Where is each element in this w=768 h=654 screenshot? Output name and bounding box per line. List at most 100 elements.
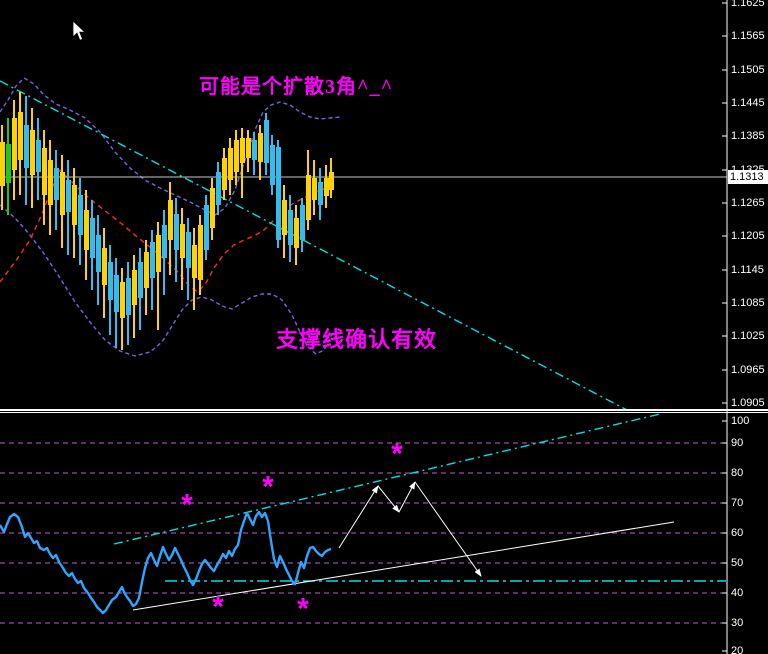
candle-body — [192, 245, 197, 278]
oscillator-axis-label: 70 — [731, 497, 744, 509]
candle-body — [329, 172, 334, 190]
candle-body — [18, 112, 23, 160]
candle-body — [30, 130, 35, 175]
candle-body — [276, 147, 281, 240]
candle-body — [90, 218, 95, 258]
white-support-line — [132, 521, 675, 611]
candle-body — [108, 262, 113, 300]
candle-body — [222, 158, 227, 190]
candle-body — [54, 168, 59, 200]
candle-body — [126, 278, 131, 315]
descending-trendline — [0, 80, 628, 411]
price-axis-label: 1.1385 — [731, 130, 765, 142]
candle-body — [306, 175, 311, 220]
asterisk-mark: * — [262, 470, 274, 504]
candle-body — [72, 185, 77, 225]
candle-body — [42, 148, 47, 195]
candle-body — [300, 205, 305, 240]
price-axis-label: 1.1085 — [731, 297, 765, 309]
bollinger-upper-band — [0, 77, 341, 216]
candle-body — [48, 160, 53, 205]
price-axis-label: 1.1025 — [731, 330, 765, 342]
projection-arrow — [414, 481, 482, 577]
candle-body — [120, 282, 125, 318]
asterisk-mark: * — [391, 437, 403, 471]
candle-body — [240, 138, 245, 163]
candle-body — [234, 140, 239, 172]
candle-body — [138, 262, 143, 298]
candle-body — [180, 224, 185, 258]
candle-body — [198, 225, 203, 280]
candle-body — [282, 200, 287, 235]
candle-body — [12, 118, 17, 170]
candle-body — [0, 142, 5, 186]
candle-body — [210, 188, 215, 228]
price-axis-label: 1.1565 — [731, 30, 765, 42]
asterisk-mark: * — [212, 590, 224, 624]
price-axis-label: 1.1505 — [731, 64, 765, 76]
annotation-support-confirmed: 支撑线确认有效 — [276, 327, 438, 352]
candle-body — [174, 214, 179, 250]
candle-body — [60, 172, 65, 215]
price-axis-label: 1.0965 — [731, 364, 765, 376]
oscillator-axis-label: 40 — [731, 587, 744, 599]
price-axis-label: 1.1265 — [731, 197, 765, 209]
ascending-trendline — [113, 413, 661, 545]
candle-body — [162, 225, 167, 258]
candle-body — [324, 178, 329, 196]
candle-body — [150, 242, 155, 278]
candle-wick — [157, 222, 159, 330]
candle-body — [66, 180, 71, 212]
oscillator-axis-label: 20 — [731, 645, 744, 654]
candle-body — [264, 120, 269, 163]
candle-body — [270, 145, 275, 185]
price-axis-label: 1.1145 — [731, 264, 764, 276]
panel-separator[interactable] — [0, 409, 768, 411]
oscillator-axis-label: 60 — [731, 527, 744, 539]
candle-body — [246, 138, 251, 158]
oscillator-axis-label: 90 — [731, 437, 744, 449]
panel-separator-lower — [0, 412, 768, 413]
candle-body — [96, 235, 101, 272]
candle-body — [36, 140, 41, 172]
candle-body — [204, 205, 209, 250]
asterisk-mark: * — [297, 592, 309, 626]
oscillator-axis-label: 50 — [731, 557, 744, 569]
candle-body — [144, 252, 149, 288]
oscillator-axis-label: 80 — [731, 467, 744, 479]
candle-body — [186, 232, 191, 268]
candle-body — [132, 270, 137, 305]
candle-body — [252, 140, 257, 160]
candle-body — [216, 172, 221, 205]
projection-arrow — [398, 481, 416, 513]
candle-body — [294, 218, 299, 248]
bollinger-lower-band — [0, 204, 333, 357]
candle-body — [318, 182, 323, 205]
candle-body — [114, 275, 119, 312]
candle-body — [24, 125, 29, 168]
oscillator-line — [0, 510, 332, 615]
candle-body — [168, 200, 173, 240]
annotation-expanding-triangle: 可能是个扩散3角^_^ — [199, 76, 394, 98]
candle-body — [6, 144, 11, 183]
candle-body — [258, 133, 263, 162]
price-axis-label: 1.1205 — [731, 230, 765, 242]
candle-body — [288, 210, 293, 245]
oscillator-axis-label: 30 — [731, 617, 744, 629]
asterisk-mark: * — [181, 488, 193, 522]
projection-arrow — [377, 485, 400, 513]
price-axis-label: 1.1625 — [731, 0, 765, 9]
candle-body — [156, 235, 161, 272]
price-axis-label: 1.0905 — [731, 397, 765, 409]
candle-body — [78, 195, 83, 235]
candle-body — [228, 148, 233, 180]
current-price-tag: 1.1313 — [728, 170, 768, 184]
candle-body — [84, 210, 89, 250]
projection-arrow — [338, 485, 379, 549]
oscillator-axis-label: 100 — [731, 415, 750, 427]
candle-body — [102, 248, 107, 285]
candle-body — [312, 178, 317, 200]
price-axis-label: 1.1445 — [731, 97, 765, 109]
